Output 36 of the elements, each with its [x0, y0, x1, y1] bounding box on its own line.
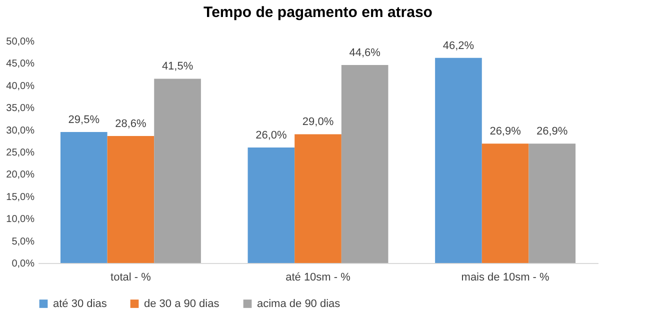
- data-label: 29,5%: [68, 114, 100, 126]
- y-tick-label: 15,0%: [6, 192, 35, 203]
- data-label: 41,5%: [162, 60, 194, 73]
- bar: [294, 134, 342, 263]
- data-label: 26,9%: [536, 126, 568, 138]
- bar: [107, 136, 154, 263]
- legend-label: acima de 90 dias: [257, 298, 341, 310]
- bar: [435, 58, 482, 263]
- legend-label: até 30 dias: [53, 298, 108, 310]
- y-tick-label: 30,0%: [6, 125, 35, 136]
- y-tick-label: 35,0%: [6, 103, 35, 114]
- x-tick-label: total - %: [110, 272, 152, 284]
- data-label: 28,6%: [115, 118, 147, 130]
- y-tick-label: 40,0%: [6, 80, 35, 92]
- data-label: 46,2%: [442, 40, 474, 52]
- y-tick-label: 10,0%: [6, 214, 35, 226]
- y-tick-label: 25,0%: [6, 148, 35, 158]
- data-label: 29,0%: [302, 116, 334, 128]
- x-tick-label: mais de 10sm - %: [461, 272, 550, 284]
- legend-label: de 30 a 90 dias: [144, 298, 220, 310]
- x-tick-label: até 10sm - %: [286, 272, 351, 284]
- bar: [248, 148, 295, 263]
- y-tick-label: 0,0%: [12, 258, 35, 270]
- data-label: 26,9%: [490, 126, 522, 138]
- y-tick-label: 50,0%: [6, 36, 35, 48]
- data-label: 44,6%: [349, 46, 381, 59]
- y-tick-label: 5,0%: [12, 236, 35, 248]
- bar: [341, 64, 388, 263]
- bar: [60, 132, 108, 263]
- bar: [482, 144, 529, 263]
- bar: [528, 144, 576, 263]
- y-tick-label: 45,0%: [6, 58, 35, 70]
- data-label: 26,0%: [256, 130, 287, 142]
- chart-title: Tempo de pagamento em atraso: [204, 4, 432, 21]
- bar: [154, 78, 201, 263]
- y-tick-label: 20,0%: [6, 170, 35, 181]
